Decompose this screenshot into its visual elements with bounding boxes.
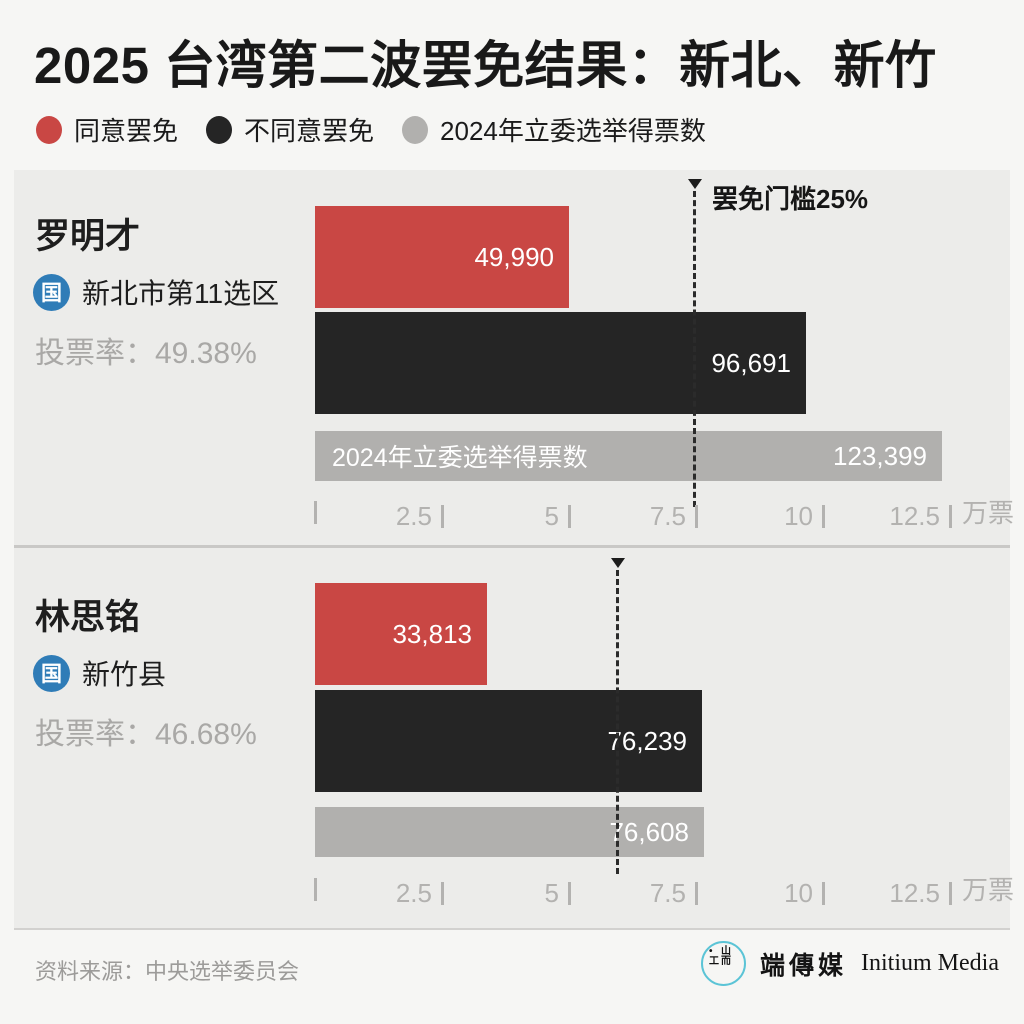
tick-mark — [314, 878, 317, 901]
tick-mark — [822, 505, 825, 528]
axis-tick: 12.5 — [812, 878, 952, 909]
tick-mark — [695, 505, 698, 528]
bar-inline-label: 2024年立委选举得票数 — [332, 444, 588, 472]
axis-tick: 2.5 — [304, 878, 444, 909]
turnout-label: 投票率：46.68% — [35, 718, 257, 751]
threshold-marker-icon — [611, 558, 625, 568]
threshold-dashed-line — [616, 570, 619, 874]
threshold-label: 罢免门槛25% — [712, 184, 869, 214]
party-district-row: 国 新北市第11选区 — [33, 272, 279, 312]
threshold-dashed-line — [693, 191, 696, 507]
axis-tick: 10 — [685, 878, 825, 909]
bar-value: 49,990 — [474, 241, 554, 272]
page-title: 2025 台湾第二波罢免结果：新北、新竹 — [34, 37, 937, 94]
axis-unit-label: 万票 — [962, 875, 1015, 905]
party-district-row: 国 新竹县 — [33, 653, 166, 693]
election2024-dot-icon — [402, 115, 429, 144]
bar-value: 123,399 — [833, 440, 927, 471]
candidate-name: 林思铭 — [35, 598, 141, 637]
threshold-marker-icon — [688, 179, 702, 189]
tick-mark — [822, 882, 825, 905]
legend: 同意罢免 不同意罢免 2024年立委选举得票数 — [36, 111, 706, 148]
axis-unit-label: 万票 — [962, 498, 1015, 528]
tick-mark — [695, 882, 698, 905]
axis-tick — [177, 501, 317, 524]
axis-tick: 12.5 — [812, 501, 952, 532]
x-axis: 2.5 5 7.5 10 12.5 万票 — [14, 500, 1014, 532]
bar-value: 76,239 — [607, 725, 687, 756]
disagree-bar: 76,239 — [315, 690, 702, 792]
bar-value: 76,608 — [609, 816, 689, 847]
agree-bar: 49,990 — [315, 206, 569, 308]
legend-label: 不同意罢免 — [244, 116, 375, 146]
legend-label: 2024年立委选举得票数 — [440, 116, 706, 146]
axis-tick: 2.5 — [304, 501, 444, 532]
tick-mark — [441, 882, 444, 905]
kmt-party-icon: 国 — [33, 654, 70, 692]
disagree-bar: 96,691 — [315, 312, 806, 414]
axis-tick: 7.5 — [558, 501, 698, 532]
axis-tick: 10 — [685, 501, 825, 532]
bar-value: 33,813 — [392, 618, 472, 649]
tick-mark — [568, 505, 571, 528]
legend-label: 同意罢免 — [74, 116, 179, 146]
turnout-label: 投票率：49.38% — [35, 337, 257, 370]
axis-tick: 5 — [431, 878, 571, 909]
election2024-bar: 76,608 — [315, 807, 704, 857]
initium-logo-icon: • 山工而 — [701, 941, 746, 986]
tick-mark — [314, 501, 317, 524]
brand-lockup: • 山工而 端傳媒 Initium Media — [701, 941, 999, 986]
data-source: 资料来源：中央选举委员会 — [35, 959, 300, 984]
tick-mark — [949, 505, 952, 528]
district-label: 新竹县 — [82, 659, 167, 690]
tick-mark — [568, 882, 571, 905]
panel-lin-si-ming: 林思铭 国 新竹县 投票率：46.68% 33,813 76,239 76,60… — [14, 551, 1014, 930]
x-axis: 2.5 5 7.5 10 12.5 万票 — [14, 877, 1014, 909]
election2024-bar: 2024年立委选举得票数 123,399 — [315, 431, 942, 481]
axis-tick: 5 — [431, 501, 571, 532]
kmt-party-icon: 国 — [33, 273, 70, 311]
bar-value: 96,691 — [711, 347, 791, 378]
candidate-name: 罗明才 — [35, 217, 141, 256]
brand-name-cjk: 端傳媒 — [760, 952, 848, 980]
legend-item-election2024: 2024年立委选举得票数 — [402, 111, 706, 148]
disagree-dot-icon — [206, 115, 233, 144]
axis-tick — [177, 878, 317, 901]
initium-logo-glyphs: • 山工而 — [709, 946, 731, 967]
brand-name-en: Initium Media — [861, 950, 999, 976]
axis-tick: 7.5 — [558, 878, 698, 909]
tick-mark — [441, 505, 444, 528]
agree-bar: 33,813 — [315, 583, 487, 685]
panel-luo-ming-cai: 罗明才 国 新北市第11选区 投票率：49.38% 49,990 96,691 … — [14, 170, 1014, 548]
agree-dot-icon — [36, 115, 62, 144]
legend-item-disagree: 不同意罢免 — [206, 111, 374, 148]
chart-card: 罗明才 国 新北市第11选区 投票率：49.38% 49,990 96,691 … — [14, 170, 1014, 930]
legend-item-agree: 同意罢免 — [36, 111, 178, 148]
district-label: 新北市第11选区 — [82, 278, 280, 309]
tick-mark — [949, 882, 952, 905]
